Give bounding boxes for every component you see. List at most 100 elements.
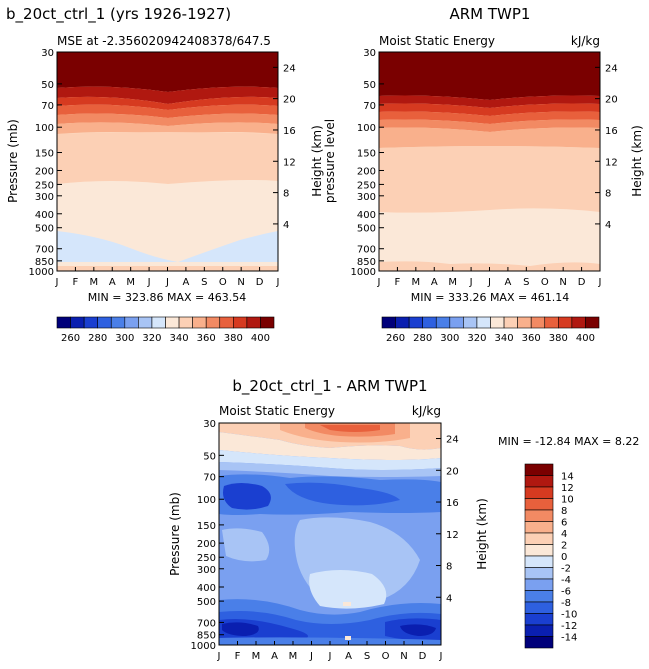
colorbar-swatch — [524, 613, 554, 626]
colorbar-swatch — [205, 316, 221, 329]
panel-model-colorbar — [56, 316, 275, 329]
colorbar-swatch — [233, 316, 248, 329]
colorbar-swatch — [56, 316, 71, 329]
x-tick-label: J — [598, 277, 602, 288]
x-tick-label: F — [395, 277, 401, 288]
colorbar-tick-label: 340 — [170, 333, 189, 344]
y-tick-label: 700 — [197, 618, 216, 629]
colorbar-tick-label: 360 — [197, 333, 216, 344]
colorbar-tick-label: 360 — [522, 333, 541, 344]
y-right-tick-label: 20 — [446, 466, 459, 477]
colorbar-tick-label: 280 — [88, 333, 107, 344]
y-right-tick-label: 12 — [605, 157, 618, 168]
x-tick-label: D — [256, 277, 264, 288]
colorbar-tick-label: 12 — [561, 483, 574, 494]
colorbar-swatch — [524, 590, 554, 603]
colorbar-swatch — [178, 316, 193, 329]
y-right-tick-label: 8 — [605, 189, 611, 200]
y-tick-label: 50 — [41, 80, 54, 91]
x-tick-label: M — [90, 277, 99, 288]
colorbar-swatch — [381, 316, 396, 329]
colorbar-swatch — [558, 316, 573, 329]
y-tick-label: 300 — [357, 192, 376, 203]
colorbar-swatch — [219, 316, 234, 329]
y-tick-label: 250 — [197, 553, 216, 564]
x-tick-label: S — [523, 277, 529, 288]
colorbar-swatch — [585, 316, 600, 329]
x-tick-label: N — [400, 651, 407, 662]
x-tick-label: A — [431, 277, 438, 288]
colorbar-tick-label: 8 — [561, 506, 567, 517]
y-right-tick-label: 24 — [605, 63, 618, 74]
y-tick-label: 700 — [35, 245, 54, 256]
colorbar-swatch — [124, 316, 139, 329]
y-right-tick-label: 16 — [446, 498, 459, 509]
colorbar-swatch — [395, 316, 410, 329]
colorbar-swatch — [517, 316, 532, 329]
colorbar-swatch — [435, 316, 451, 329]
colorbar-swatch — [571, 316, 586, 329]
x-tick-label: O — [382, 651, 390, 662]
colorbar-tick-label: 400 — [251, 333, 270, 344]
y-tick-label: 1000 — [351, 267, 376, 278]
x-tick-label: J — [276, 277, 280, 288]
x-tick-label: J — [469, 277, 473, 288]
y-right-tick-label: 8 — [446, 562, 452, 573]
x-tick-label: J — [487, 277, 491, 288]
panel-diff-ylabel: Pressure (mb) — [168, 492, 182, 576]
y-tick-label: 70 — [203, 473, 216, 484]
y-right-tick-label: 24 — [283, 63, 296, 74]
x-tick-label: A — [504, 277, 511, 288]
y-tick-label: 400 — [197, 583, 216, 594]
x-tick-label: J — [439, 651, 443, 662]
panel-diff-stats: MIN = -12.84 MAX = 8.22 — [498, 435, 639, 448]
y-right-tick-label: 24 — [446, 435, 459, 446]
panel-diff-y-ticks-right: 24 20 16 12 8 4 — [436, 435, 459, 604]
colorbar-swatch — [524, 532, 554, 545]
x-tick-label: S — [201, 277, 207, 288]
panel-obs-y-ticks-right: 24 20 16 12 8 4 — [595, 63, 618, 231]
y-tick-label: 30 — [41, 48, 54, 59]
panel-diff-ylabel-right: Height (km) — [475, 498, 489, 569]
x-tick-label: A — [271, 651, 278, 662]
panel-obs: ARM TWP1 Moist Static Energy kJ/kg 30 50 7… — [323, 5, 644, 344]
x-tick-label: M — [126, 277, 135, 288]
colorbar-swatch — [408, 316, 423, 329]
y-tick-label: 1000 — [191, 641, 216, 652]
colorbar-swatch — [490, 316, 505, 329]
y-right-tick-label: 12 — [446, 530, 459, 541]
colorbar-swatch — [524, 521, 554, 534]
y-tick-label: 150 — [357, 149, 376, 160]
x-tick-label: M — [289, 651, 298, 662]
panel-model-ylabel-right: Height (km) — [310, 125, 324, 196]
y-tick-label: 70 — [363, 101, 376, 112]
colorbar-tick-label: -6 — [561, 587, 571, 598]
x-tick-label: J — [328, 651, 332, 662]
panel-model-title: b_20ct_ctrl_1 (yrs 1926-1927) — [6, 5, 231, 24]
y-tick-label: 50 — [363, 80, 376, 91]
panel-obs-ylabel: pressure level — [323, 119, 337, 203]
colorbar-swatch — [449, 316, 464, 329]
colorbar-tick-label: -2 — [561, 564, 571, 575]
colorbar-tick-label: 280 — [413, 333, 432, 344]
colorbar-swatch — [110, 316, 126, 329]
colorbar-swatch — [524, 624, 554, 637]
colorbar-swatch — [503, 316, 518, 329]
colorbar-tick-label: 260 — [61, 333, 80, 344]
colorbar-tick-label: 260 — [386, 333, 405, 344]
y-tick-label: 250 — [35, 180, 54, 191]
y-tick-label: 30 — [363, 48, 376, 59]
x-tick-label: A — [182, 277, 189, 288]
x-tick-label: D — [419, 651, 427, 662]
panel-obs-subtitle: Moist Static Energy — [379, 34, 495, 48]
colorbar-tick-label: 320 — [142, 333, 161, 344]
colorbar-swatch — [476, 316, 491, 329]
x-tick-label: O — [541, 277, 549, 288]
y-right-tick-label: 4 — [605, 220, 611, 231]
colorbar-swatch — [246, 316, 261, 329]
y-tick-label: 850 — [357, 257, 376, 268]
